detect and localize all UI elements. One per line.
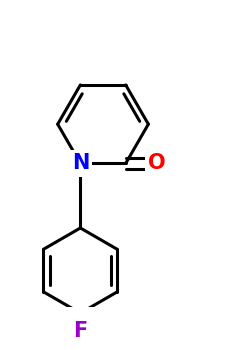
- Text: O: O: [148, 153, 166, 174]
- Text: N: N: [72, 153, 89, 174]
- Text: F: F: [73, 321, 88, 341]
